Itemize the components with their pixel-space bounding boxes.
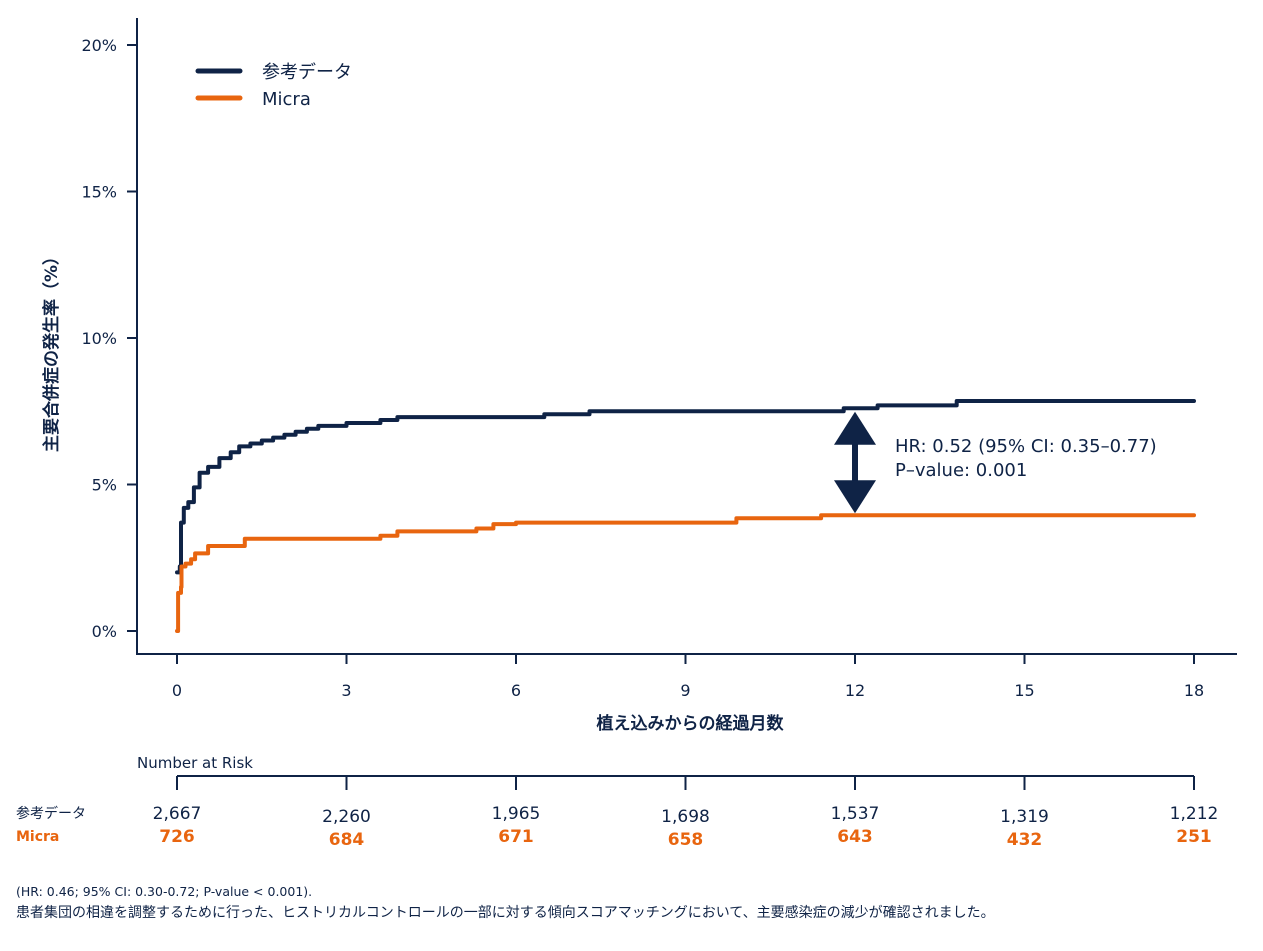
risk-value-reference: 1,319 — [1000, 807, 1049, 827]
y-tick-label: 5% — [92, 476, 117, 495]
risk-value-reference: 2,667 — [153, 804, 202, 824]
series-line-reference — [175, 399, 1196, 575]
footnote-stats: (HR: 0.46; 95% CI: 0.30-0.72; P-value < … — [16, 884, 313, 899]
risk-value-reference: 2,260 — [322, 807, 371, 827]
y-tick-label: 0% — [92, 622, 117, 641]
axes: 0% 5% 10% 15% 20% 0 3 6 9 12 15 18 植え込みからの経過月数 主要合併症の… — [41, 18, 1237, 734]
risk-value-micra: 658 — [668, 830, 704, 850]
risk-table-header: Number at Risk — [137, 754, 253, 772]
risk-value-micra: 432 — [1007, 830, 1043, 850]
p-value-text: P–value: 0.001 — [895, 460, 1027, 481]
x-tick-label: 3 — [341, 681, 351, 700]
series-layer — [175, 399, 1196, 633]
x-tick-label: 15 — [1014, 681, 1034, 700]
risk-row-label-reference: 参考データ — [16, 805, 86, 822]
legend-label-reference: 参考データ — [262, 62, 352, 83]
series-line-micra — [175, 513, 1196, 633]
risk-value-micra: 684 — [329, 830, 365, 850]
km-chart: 0% 5% 10% 15% 20% 0 3 6 9 12 15 18 植え込みからの経過月数 主要合併症の… — [16, 18, 1237, 850]
risk-value-micra: 251 — [1176, 827, 1212, 847]
legend: 参考データ Micra — [195, 62, 352, 110]
footnote-description: 患者集団の相違を調整するために行った、ヒストリカルコントロールの一部に対する傾向… — [16, 905, 995, 921]
risk-value-reference: 1,212 — [1170, 804, 1219, 824]
y-tick-label: 20% — [81, 36, 117, 55]
x-axis-title: 植え込みからの経過月数 — [597, 713, 785, 734]
risk-value-micra: 643 — [837, 827, 873, 847]
risk-value-micra: 671 — [498, 827, 534, 847]
y-tick-label: 10% — [81, 329, 117, 348]
y-axis-title: 主要合併症の発生率（%） — [41, 248, 62, 452]
y-tick-label: 15% — [81, 183, 117, 202]
arrow-down-head — [834, 480, 876, 514]
arrow-up-head — [834, 411, 876, 445]
risk-value-micra: 726 — [159, 827, 195, 847]
x-tick-label: 9 — [680, 681, 690, 700]
hr-annotation: HR: 0.52 (95% CI: 0.35–0.77) P–value: 0.0… — [834, 411, 1157, 514]
legend-label-micra: Micra — [262, 89, 311, 110]
risk-value-reference: 1,698 — [661, 807, 710, 827]
risk-row-label-micra: Micra — [16, 829, 59, 845]
hr-text: HR: 0.52 (95% CI: 0.35–0.77) — [895, 436, 1157, 457]
risk-table: Number at Risk 参考データ 2,667 2,260 1,965 1,698 1… — [16, 754, 1218, 850]
risk-value-reference: 1,965 — [492, 804, 541, 824]
x-tick-label: 12 — [845, 681, 865, 700]
x-tick-label: 0 — [172, 681, 182, 700]
x-tick-label: 6 — [511, 681, 521, 700]
risk-value-reference: 1,537 — [831, 804, 880, 824]
x-tick-label: 18 — [1184, 681, 1204, 700]
